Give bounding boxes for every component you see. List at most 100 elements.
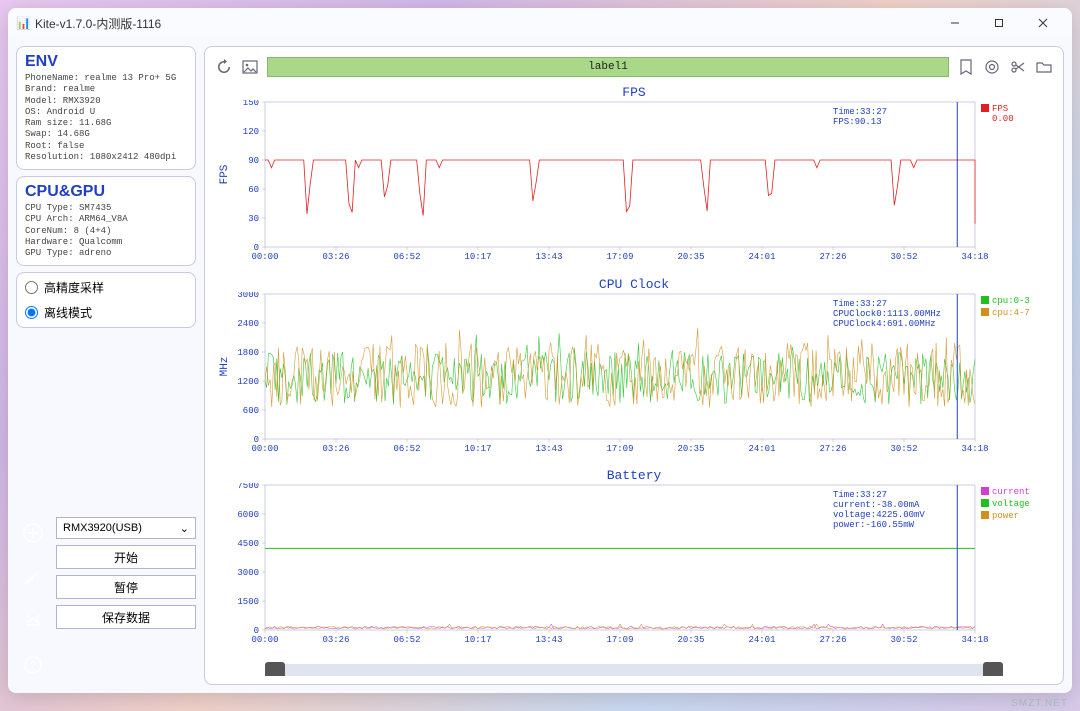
svg-text:6000: 6000 [237,510,259,520]
svg-text:2400: 2400 [237,319,259,329]
svg-text:voltage: voltage [992,499,1030,509]
spec-line: CPU Arch: ARM64_V8A [25,214,187,225]
env-panel: ENV PhoneName: realme 13 Pro+ 5GBrand: r… [16,46,196,170]
svg-text:1800: 1800 [237,348,259,358]
android-icon[interactable] [21,609,45,633]
topbar: label1 [215,55,1053,79]
cpugpu-panel: CPU&GPU CPU Type: SM7435CPU Arch: ARM64_… [16,176,196,266]
titlebar: 📊 Kite-v1.7.0-内测版-1116 [8,8,1072,38]
svg-text:06:52: 06:52 [393,252,420,262]
svg-text:27:26: 27:26 [819,252,846,262]
maximize-icon [994,18,1004,28]
svg-text:current: current [992,487,1030,497]
save-button-label: 保存数据 [102,609,150,626]
cpugpu-specs: CPU Type: SM7435CPU Arch: ARM64_V8ACoreN… [25,203,187,259]
range-slider[interactable] [265,664,1003,676]
radio-high-precision-label: 高精度采样 [44,279,104,296]
radio-offline-input[interactable] [25,306,38,319]
cpugpu-heading: CPU&GPU [25,183,187,201]
svg-text:00:00: 00:00 [251,252,278,262]
pause-button-label: 暂停 [114,579,138,596]
svg-text:10:17: 10:17 [464,252,491,262]
label-bar-text: label1 [588,61,628,73]
app-body: ENV PhoneName: realme 13 Pro+ 5GBrand: r… [8,38,1072,693]
start-button[interactable]: 开始 [56,545,196,569]
image-icon[interactable] [241,58,259,76]
scissors-icon[interactable] [1009,58,1027,76]
label-bar: label1 [267,57,949,77]
add-icon[interactable] [21,521,45,545]
svg-text:10:17: 10:17 [464,444,491,454]
svg-text:power: power [992,511,1019,521]
svg-text:13:43: 13:43 [535,252,562,262]
minimize-button[interactable] [934,9,976,37]
chart-battery: Battery 01500300045006000750000:0003:260… [215,468,1053,658]
range-slider-thumb-right[interactable] [983,662,1003,676]
chart-cpu: CPU Clock 0600120018002400300000:0003:26… [215,277,1053,467]
spec-line: Hardware: Qualcomm [25,237,187,248]
spec-line: PhoneName: realme 13 Pro+ 5G [25,73,187,84]
svg-text:34:18: 34:18 [961,444,988,454]
tool-strip: ? [16,517,50,685]
svg-text:0.00: 0.00 [992,114,1014,124]
save-button[interactable]: 保存数据 [56,605,196,629]
svg-text:MHz: MHz [219,356,231,376]
svg-text:FPS: FPS [992,104,1008,114]
watermark: SMZT.NET [1011,698,1068,709]
chart-battery-svg[interactable]: 01500300045006000750000:0003:2606:5210:1… [215,483,1045,648]
chart-fps-svg[interactable]: 030609012015000:0003:2606:5210:1713:4317… [215,100,1045,265]
svg-text:120: 120 [243,127,259,137]
close-button[interactable] [1022,9,1064,37]
svg-text:30:52: 30:52 [890,635,917,645]
close-icon [1038,18,1048,28]
bottom-controls: RMX3920(USB) ⌄ 开始 暂停 保存数据 [56,517,196,685]
svg-text:17:09: 17:09 [606,635,633,645]
svg-text:03:26: 03:26 [322,252,349,262]
svg-text:30: 30 [248,214,259,224]
radio-offline[interactable]: 离线模式 [23,300,189,325]
chart-battery-title: Battery [215,468,1053,483]
spec-line: GPU Type: adreno [25,248,187,259]
mode-panel: 高精度采样 离线模式 [16,272,196,328]
app-icon: 📊 [16,16,31,30]
svg-text:power:-160.55mW: power:-160.55mW [833,520,915,530]
chart-cpu-svg[interactable]: 0600120018002400300000:0003:2606:5210:17… [215,292,1045,457]
radio-high-precision-input[interactable] [25,281,38,294]
window-title-text: Kite-v1.7.0-内测版-1116 [35,15,161,32]
svg-text:CPUClock0:1113.00MHz: CPUClock0:1113.00MHz [833,309,941,319]
svg-text:24:01: 24:01 [748,635,775,645]
chart-fps-title: FPS [215,85,1053,100]
svg-text:3000: 3000 [237,292,259,300]
target-icon[interactable] [983,58,1001,76]
spec-line: Root: false [25,141,187,152]
pause-button[interactable]: 暂停 [56,575,196,599]
bookmark-icon[interactable] [957,58,975,76]
sidebar: ENV PhoneName: realme 13 Pro+ 5GBrand: r… [16,46,196,685]
svg-text:FPS:90.13: FPS:90.13 [833,117,882,127]
spec-line: Model: RMX3920 [25,96,187,107]
maximize-button[interactable] [978,9,1020,37]
chevron-down-icon: ⌄ [180,522,189,535]
window-title: 📊 Kite-v1.7.0-内测版-1116 [16,15,161,32]
svg-text:03:26: 03:26 [322,635,349,645]
spec-line: CPU Type: SM7435 [25,203,187,214]
range-slider-thumb-left[interactable] [265,662,285,676]
help-icon[interactable]: ? [21,653,45,677]
spec-line: Brand: realme [25,84,187,95]
folder-icon[interactable] [1035,58,1053,76]
svg-text:Time:33:27: Time:33:27 [833,490,887,500]
svg-text:27:26: 27:26 [819,444,846,454]
svg-text:20:35: 20:35 [677,252,704,262]
svg-text:1200: 1200 [237,377,259,387]
bottom-tools: ? RMX3920(USB) ⌄ 开始 暂停 保存数据 [16,517,196,685]
wrench-icon[interactable] [21,565,45,589]
minimize-icon [950,18,960,28]
chart-cpu-title: CPU Clock [215,277,1053,292]
device-combo[interactable]: RMX3920(USB) ⌄ [56,517,196,539]
charts-area: FPS 030609012015000:0003:2606:5210:1713:… [215,85,1053,676]
svg-text:06:52: 06:52 [393,635,420,645]
svg-text:90: 90 [248,156,259,166]
svg-text:27:26: 27:26 [819,635,846,645]
refresh-icon[interactable] [215,58,233,76]
radio-high-precision[interactable]: 高精度采样 [23,275,189,300]
